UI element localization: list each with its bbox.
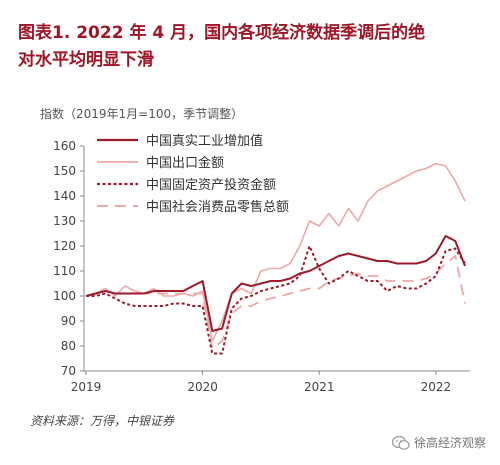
y-tick-label: 140: [53, 189, 76, 203]
watermark: 徐高经济观察: [391, 434, 486, 451]
y-tick-label: 100: [53, 289, 76, 303]
watermark-text: 徐高经济观察: [413, 436, 486, 450]
series-line-2: [86, 245, 466, 355]
series-line-1: [85, 162, 466, 342]
y-tick-label: 110: [53, 264, 76, 278]
chart-title-line-2: 对水平均明显下滑: [18, 50, 154, 70]
source-note: 资料来源：万得，中银证券: [30, 414, 175, 428]
legend-label-1: 中国出口金额: [146, 155, 224, 171]
y-tick-label: 160: [53, 139, 76, 153]
y-tick-label: 120: [53, 239, 76, 253]
legend-label-3: 中国社会消费品零售总额: [146, 199, 289, 215]
x-tick-label: 2022: [421, 380, 452, 394]
y-axis-label: 指数（2019年1月=100，季节调整）: [40, 106, 243, 121]
y-tick-label: 90: [61, 314, 76, 328]
x-tick-label: 2019: [71, 380, 102, 394]
legend-label-2: 中国固定资产投资金额: [146, 177, 276, 193]
series-line-0: [85, 235, 466, 332]
legend-label-0: 中国真实工业增加值: [146, 133, 263, 149]
chart-title: 图表1. 2022 年 4 月，国内各项经济数据季调后的绝 对水平均明显下滑: [18, 20, 488, 74]
y-tick-label: 130: [53, 214, 76, 228]
x-tick-label: 2020: [187, 380, 218, 394]
x-tick-label: 2021: [304, 380, 335, 394]
y-tick-label: 80: [61, 339, 76, 353]
y-tick-label: 150: [53, 164, 76, 178]
chart-title-line-1: 图表1. 2022 年 4 月，国内各项经济数据季调后的绝: [18, 23, 426, 43]
y-tick-label: 70: [61, 364, 76, 378]
series-line-3: [85, 255, 466, 350]
wechat-icon: [391, 435, 410, 450]
